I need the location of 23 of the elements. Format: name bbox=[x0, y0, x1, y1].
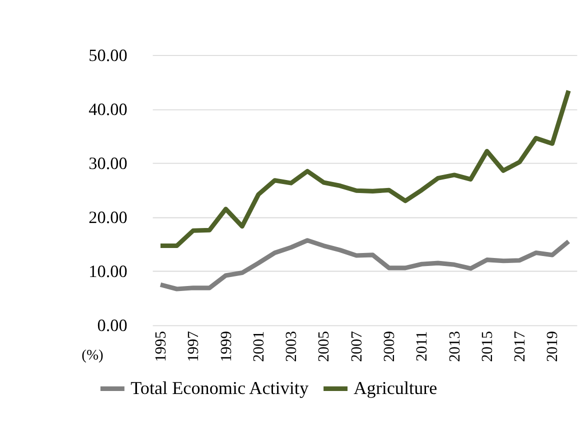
legend-label: Agriculture bbox=[354, 378, 438, 398]
x-tick-label: 2007 bbox=[348, 330, 366, 362]
x-tick-label: 2017 bbox=[512, 330, 529, 362]
y-axis-title: (%) bbox=[82, 348, 104, 364]
y-tick-label: 30.00 bbox=[88, 154, 128, 173]
x-tick-label: 2019 bbox=[544, 330, 562, 362]
y-tick-label: 10.00 bbox=[88, 262, 128, 282]
y-tick-label: 20.00 bbox=[88, 208, 128, 228]
x-tick-label: 2001 bbox=[250, 331, 268, 362]
x-tick-label: 2011 bbox=[414, 331, 431, 362]
legend-label: Total Economic Activity bbox=[130, 378, 309, 398]
x-tick-label: 2013 bbox=[446, 330, 464, 362]
x-tick-label: 1997 bbox=[185, 330, 202, 362]
x-tick-label: 2005 bbox=[316, 330, 333, 362]
line-series bbox=[158, 238, 571, 292]
x-tick-label: 2015 bbox=[478, 330, 496, 362]
y-tick-label: 0.00 bbox=[97, 316, 128, 336]
x-tick-label: 1999 bbox=[218, 330, 235, 362]
x-tick-label: 1995 bbox=[152, 330, 170, 362]
y-tick-label: 50.00 bbox=[88, 46, 128, 65]
x-tick-label: 2009 bbox=[381, 330, 398, 362]
x-tick-label: 2003 bbox=[283, 330, 300, 362]
y-tick-label: 40.00 bbox=[88, 100, 128, 119]
